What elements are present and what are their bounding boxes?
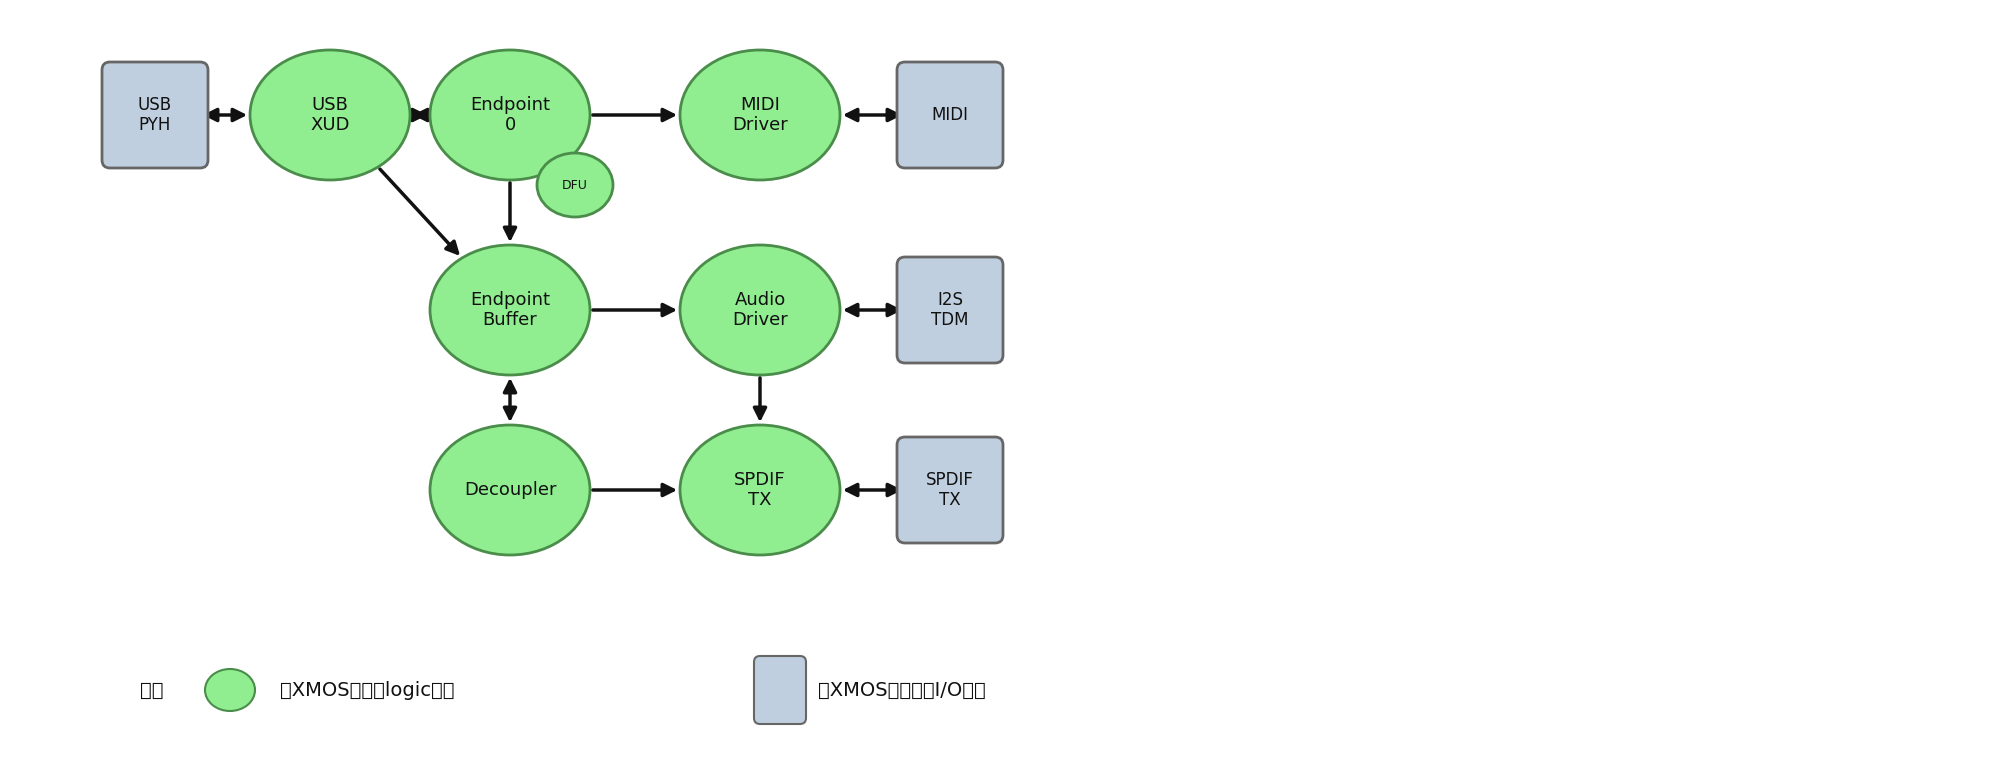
Text: DFU: DFU — [563, 179, 589, 191]
Text: Decoupler: Decoupler — [464, 481, 557, 499]
Text: SPDIF
TX: SPDIF TX — [735, 470, 787, 510]
Text: SPDIF
TX: SPDIF TX — [927, 470, 973, 510]
Ellipse shape — [681, 50, 841, 180]
FancyBboxPatch shape — [897, 62, 1003, 168]
Ellipse shape — [430, 425, 591, 555]
Text: 为XMOS芯片的logic核心: 为XMOS芯片的logic核心 — [280, 681, 454, 699]
Text: MIDI
Driver: MIDI Driver — [733, 96, 789, 134]
FancyBboxPatch shape — [897, 437, 1003, 543]
Text: 为XMOS芯片物理I/O引脚: 为XMOS芯片物理I/O引脚 — [819, 681, 985, 699]
Ellipse shape — [204, 669, 254, 711]
FancyBboxPatch shape — [755, 656, 807, 724]
Text: I2S
TDM: I2S TDM — [931, 291, 969, 329]
Ellipse shape — [681, 425, 841, 555]
Ellipse shape — [681, 245, 841, 375]
Text: MIDI: MIDI — [931, 106, 969, 124]
Ellipse shape — [430, 245, 591, 375]
Text: USB
PYH: USB PYH — [138, 96, 172, 134]
FancyBboxPatch shape — [102, 62, 208, 168]
Text: Endpoint
0: Endpoint 0 — [470, 96, 551, 134]
FancyBboxPatch shape — [897, 257, 1003, 363]
Ellipse shape — [430, 50, 591, 180]
Text: Audio
Driver: Audio Driver — [733, 291, 789, 329]
Text: USB
XUD: USB XUD — [310, 96, 350, 134]
Text: Endpoint
Buffer: Endpoint Buffer — [470, 291, 551, 329]
Ellipse shape — [250, 50, 410, 180]
Text: 注：: 注： — [140, 681, 164, 699]
Ellipse shape — [537, 153, 613, 217]
